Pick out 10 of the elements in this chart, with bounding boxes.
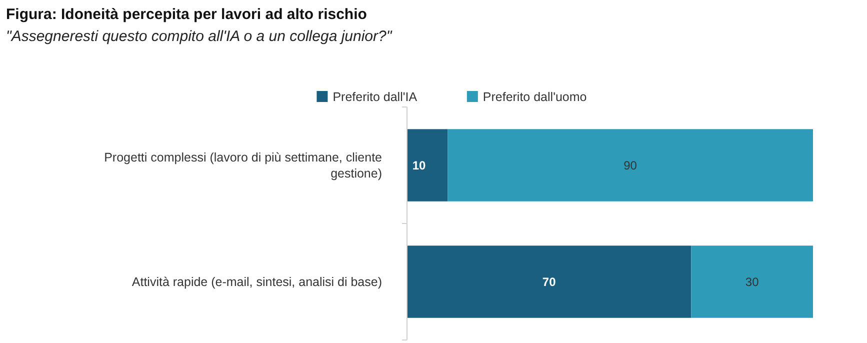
- data-label: 10: [412, 158, 426, 172]
- text: "Assegneresti questo compito all'IA o a un collega junior?": [6, 28, 392, 45]
- legend-label: Preferito dall'uomo: [482, 90, 587, 104]
- text: Figura: Idoneità percepita per lavori ad alto rischio: [6, 6, 367, 23]
- data-label: 90: [624, 158, 638, 172]
- y-tick-label: Attività rapide (e-mail, sintesi, analisi di base): [132, 274, 382, 289]
- data-label: 70: [542, 274, 556, 289]
- data-label: 30: [745, 274, 760, 289]
- legend-label: Preferito dall'IA: [332, 90, 418, 104]
- y-tick-label: Progetti complessi (lavoro di più settimane, cliente gestione): [104, 150, 382, 180]
